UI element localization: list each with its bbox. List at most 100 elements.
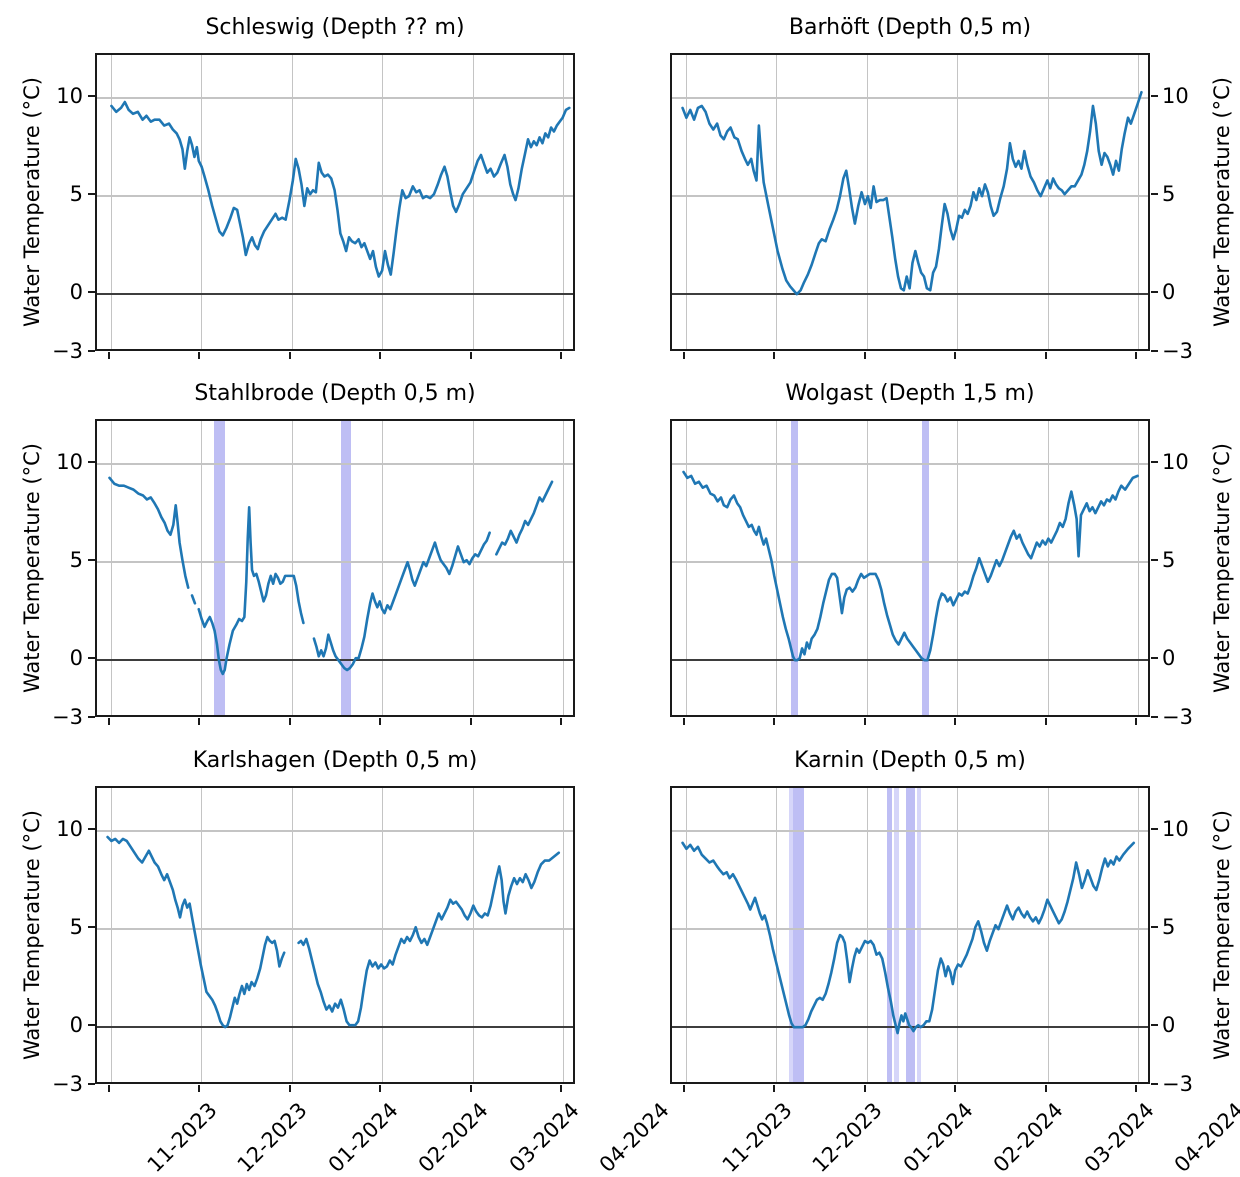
y-tick-mark xyxy=(88,461,95,463)
x-tick-mark xyxy=(108,1085,110,1092)
x-tick-mark xyxy=(954,352,956,359)
gridline-horizontal xyxy=(97,195,573,197)
temperature-series xyxy=(106,835,561,1029)
y-tick-label: 10 xyxy=(56,84,83,109)
y-axis-label: Water Temperature (°C) xyxy=(1210,76,1234,328)
ice-event-band xyxy=(340,421,352,715)
x-tick-label: 02-2024 xyxy=(413,1098,493,1177)
plot-area xyxy=(670,419,1150,717)
y-tick-label: 5 xyxy=(1162,915,1176,940)
gridline-vertical xyxy=(686,788,688,1082)
gridline-vertical xyxy=(1047,421,1050,715)
y-tick-label: 5 xyxy=(69,182,83,207)
y-tick-label: 0 xyxy=(1162,646,1176,671)
y-tick-mark xyxy=(1151,657,1158,659)
y-tick-label: 0 xyxy=(69,646,83,671)
x-tick-mark xyxy=(108,352,110,359)
y-tick-mark xyxy=(88,1083,95,1085)
x-tick-mark xyxy=(1044,718,1047,725)
x-tick-label: 12-2023 xyxy=(807,1098,887,1177)
gridline-horizontal xyxy=(672,195,1148,197)
gridline-vertical xyxy=(382,788,384,1082)
y-tick-mark xyxy=(88,716,95,718)
gridline-vertical xyxy=(686,55,688,349)
x-tick-mark xyxy=(1134,718,1137,725)
x-tick-mark xyxy=(289,352,291,359)
x-tick-label: 11-2023 xyxy=(142,1098,222,1177)
x-tick-mark xyxy=(864,352,866,359)
y-tick-label: −3 xyxy=(1162,339,1193,363)
x-tick-label: 04-2024 xyxy=(1169,1098,1240,1177)
x-tick-mark xyxy=(379,1085,381,1092)
x-tick-label: 02-2024 xyxy=(988,1098,1068,1177)
x-tick-mark xyxy=(683,352,685,359)
gridline-vertical xyxy=(562,55,565,349)
x-tick-mark xyxy=(773,1085,775,1092)
gridline-horizontal xyxy=(97,463,573,465)
gridline-horizontal xyxy=(672,463,1148,465)
y-tick-label: −3 xyxy=(1162,705,1193,729)
x-tick-label: 04-2024 xyxy=(594,1098,674,1177)
x-tick-mark xyxy=(954,1085,956,1092)
ice-event-band xyxy=(887,788,893,1082)
y-axis-label: Water Temperature (°C) xyxy=(20,76,44,328)
gridline-vertical xyxy=(776,788,778,1082)
y-tick-label: −3 xyxy=(52,1072,83,1096)
plot-area xyxy=(95,53,575,351)
x-tick-mark xyxy=(864,1085,866,1092)
y-tick-label: 5 xyxy=(1162,548,1176,573)
plot-area xyxy=(95,419,575,717)
x-tick-mark xyxy=(1044,1085,1047,1092)
y-tick-label: 5 xyxy=(69,915,83,940)
series-line xyxy=(682,470,1139,662)
y-tick-mark xyxy=(1151,193,1158,195)
y-axis-label: Water Temperature (°C) xyxy=(20,809,44,1061)
ice-event-band xyxy=(792,788,804,1082)
x-tick-mark xyxy=(289,718,291,725)
x-tick-label: 01-2024 xyxy=(898,1098,978,1177)
gridline-vertical xyxy=(1047,788,1050,1082)
x-tick-mark xyxy=(108,718,110,725)
panel-title: Wolgast (Depth 1,5 m) xyxy=(785,381,1035,406)
y-tick-mark xyxy=(1151,461,1158,463)
x-tick-mark xyxy=(469,1085,472,1092)
y-tick-mark xyxy=(1151,828,1158,830)
y-tick-label: 10 xyxy=(56,817,83,842)
y-tick-label: 5 xyxy=(1162,182,1176,207)
gridline-vertical xyxy=(562,788,565,1082)
gridline-vertical xyxy=(957,788,959,1082)
gridline-vertical xyxy=(776,55,778,349)
zero-reference-line xyxy=(97,1026,573,1029)
y-tick-mark xyxy=(1151,1083,1158,1085)
gridline-vertical xyxy=(957,55,959,349)
gridline-horizontal xyxy=(672,928,1148,930)
ice-event-band xyxy=(213,421,225,715)
gridline-vertical xyxy=(111,55,113,349)
x-tick-mark xyxy=(559,352,562,359)
ice-event-band xyxy=(911,788,915,1082)
gridline-vertical xyxy=(292,421,294,715)
y-tick-label: 5 xyxy=(69,548,83,573)
y-tick-mark xyxy=(88,926,95,928)
x-tick-label: 01-2024 xyxy=(323,1098,403,1177)
x-tick-mark xyxy=(773,352,775,359)
gridline-vertical xyxy=(776,421,778,715)
x-tick-mark xyxy=(1134,352,1137,359)
temperature-series xyxy=(682,470,1139,662)
ice-event-band xyxy=(916,788,922,1082)
x-tick-mark xyxy=(469,352,472,359)
series-line xyxy=(312,531,491,672)
gridline-vertical xyxy=(1047,55,1050,349)
plot-area xyxy=(670,786,1150,1084)
y-tick-label: −3 xyxy=(52,339,83,363)
zero-reference-line xyxy=(672,293,1148,296)
x-tick-mark xyxy=(954,718,956,725)
series-line xyxy=(190,594,197,605)
y-tick-label: −3 xyxy=(1162,1072,1193,1096)
x-tick-mark xyxy=(1044,352,1047,359)
gridline-vertical xyxy=(957,421,959,715)
zero-reference-line xyxy=(97,293,573,296)
series-line xyxy=(681,841,1136,1035)
